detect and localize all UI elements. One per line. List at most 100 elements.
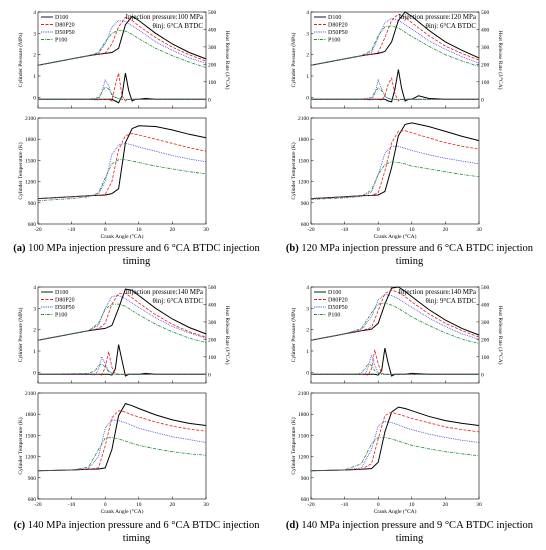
temperature-tick-label: 900 [301,201,310,207]
x-axis-label: Crank Angle (°CA) [374,508,417,515]
injection-timing-annotation: θinj: 6°CA BTDC [153,22,204,30]
x-tick-label: 0 [104,227,107,233]
injection-pressure-annotation: Injection pressure:100 MPa [126,13,204,21]
temperature-line-d80p20 [310,411,480,472]
temperature-line-d50p50 [37,142,207,199]
x-tick-label: -10 [68,502,76,508]
lower-plot-frame [310,117,480,225]
legend-label: P100 [328,313,340,319]
hrr-tick-label: 500 [481,10,490,16]
pressure-axis-label: Cylinder Pressure (MPa) [290,307,297,362]
hrr-line-p100 [311,87,479,100]
temperature-axis-label: Cylinder Temperature (K) [17,142,24,199]
temperature-tick-label: 1200 [298,180,309,186]
hrr-line-d100 [38,73,206,104]
temperature-axis-label: Cylinder Temperature (K) [290,142,297,199]
temperature-tick-label: 900 [28,476,37,482]
pressure-tick-label: 4 [306,10,309,16]
pressure-series [37,288,207,343]
temperature-line-d50p50 [37,419,207,472]
hrr-line-d50p50 [311,353,479,376]
legend-label: D100 [328,290,341,296]
temperature-tick-label: 2100 [25,116,36,122]
hrr-tick-label: 300 [208,45,217,51]
temperature-tick-label: 1500 [298,158,309,164]
pressure-line-d80p20 [37,292,207,341]
hrr-axis-label: Heat Release Rate (J/°CA) [497,31,504,90]
hrr-tick-label: 500 [481,285,490,291]
hrr-axis-label: Heat Release Rate (J/°CA) [224,306,231,365]
legend-label: D80P20 [328,298,348,304]
caption-text: 120 MPa injection pressure and 6 °CA BTD… [301,243,534,267]
x-tick-label: -20 [34,502,42,508]
temperature-line-d50p50 [310,145,480,199]
temperature-tick-label: 1500 [25,158,36,164]
injection-pressure-annotation: Injection pressure:140 MPa [399,288,477,296]
temperature-line-d80p20 [37,133,207,199]
temperature-tick-label: 1800 [298,412,309,418]
hrr-tick-label: 200 [481,62,490,68]
temperature-line-d80p20 [310,130,480,199]
pressure-axis-label: Cylinder Pressure (MPa) [17,307,24,362]
pressure-axis-label: Cylinder Pressure (MPa) [17,32,24,87]
temperature-tick-label: 1800 [25,412,36,418]
pressure-tick-label: 1 [33,74,36,80]
caption-b: (b) 120 MPa injection pressure and 6 °CA… [273,242,546,268]
temperature-series [310,406,480,472]
x-axis-label: Crank Angle (°CA) [101,233,144,240]
temperature-tick-label: 1800 [25,137,36,143]
x-tick-label: -10 [68,227,76,233]
upper-plot-frame [37,11,207,109]
legend-label: D80P20 [55,23,75,29]
x-tick-label: 30 [476,227,482,233]
caption-d: (d) 140 MPa injection pressure and 9 °CA… [273,519,546,545]
pressure-tick-label: 0 [33,370,36,376]
hrr-tick-label: 200 [208,62,217,68]
hrr-tick-label: 100 [481,80,490,86]
x-tick-label: 30 [203,227,209,233]
pressure-tick-label: 2 [33,328,36,334]
hrr-tick-label: 400 [208,27,217,33]
hrr-line-d100 [311,69,479,103]
legend-label: D50P50 [328,30,348,36]
temperature-tick-label: 1800 [298,137,309,143]
x-tick-label: 20 [170,227,176,233]
lower-plot-frame [37,392,207,500]
hrr-tick-label: 300 [481,45,490,51]
x-tick-label: 10 [136,502,142,508]
temperature-line-p100 [310,437,480,472]
x-tick-label: -10 [341,502,349,508]
pressure-tick-label: 0 [33,95,36,101]
hrr-line-d80p20 [38,72,206,102]
pressure-axis-label: Cylinder Pressure (MPa) [290,32,297,87]
legend-label: P100 [328,38,340,44]
pressure-tick-label: 3 [306,306,309,312]
pressure-tick-label: 2 [306,53,309,59]
caption-text: 140 MPa injection pressure and 9 °CA BTD… [301,520,534,544]
legend-label: D100 [55,290,68,296]
pressure-tick-label: 4 [33,10,36,16]
temperature-tick-label: 1200 [298,455,309,461]
hrr-axis-label: Heat Release Rate (J/°CA) [497,306,504,365]
temperature-line-p100 [310,161,480,200]
chart-d: 0123401002003004005006009001200150018002… [290,285,504,515]
hrr-tick-label: 400 [481,302,490,308]
hrr-line-d100 [38,344,206,377]
x-tick-label: 20 [443,227,449,233]
x-tick-label: -10 [341,227,349,233]
temperature-tick-label: 2100 [25,391,36,397]
temperature-line-p100 [37,437,207,472]
temperature-line-d100 [37,403,207,472]
temperature-series [37,403,207,472]
caption-text: 140 MPa injection pressure and 6 °CA BTD… [27,520,260,544]
hrr-tick-label: 0 [208,372,211,378]
x-tick-label: -20 [307,502,315,508]
pressure-line-d100 [310,286,480,341]
hrr-tick-label: 300 [481,320,490,326]
hrr-line-p100 [37,363,206,375]
temperature-tick-label: 2100 [298,116,309,122]
